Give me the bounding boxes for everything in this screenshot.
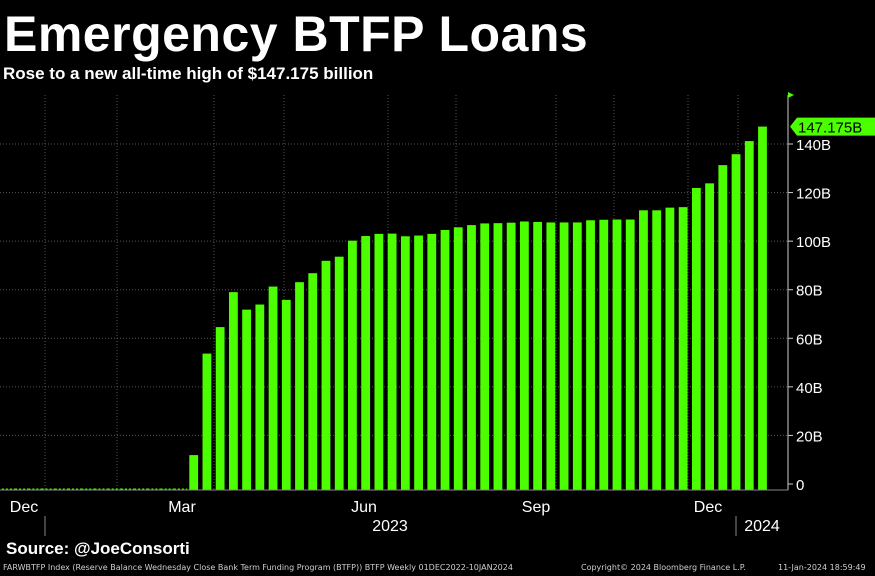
footer-index-description: FARWBTFP Index (Reserve Balance Wednesda… xyxy=(3,563,513,572)
bar xyxy=(427,233,437,490)
bar xyxy=(348,240,357,490)
bar xyxy=(361,236,371,490)
bar xyxy=(718,165,728,490)
bar xyxy=(744,141,754,491)
y-tick-label: 120B xyxy=(796,186,831,203)
bar xyxy=(321,260,331,490)
bar xyxy=(295,282,304,490)
bar xyxy=(691,187,701,490)
bar xyxy=(414,235,423,490)
x-year-label: 2024 xyxy=(744,518,780,535)
x-month-label: Mar xyxy=(168,499,196,516)
bar xyxy=(546,222,556,490)
source-label: Source: @JoeConsorti xyxy=(6,539,190,558)
bar xyxy=(652,210,662,491)
bar xyxy=(493,223,503,490)
x-month-label: Dec xyxy=(10,499,38,516)
y-tick-label: 40B xyxy=(796,380,823,397)
bar xyxy=(625,219,635,490)
bar xyxy=(533,221,543,490)
bar xyxy=(639,210,648,491)
bar xyxy=(268,286,278,490)
bar xyxy=(506,222,516,490)
y-tick-label: 80B xyxy=(796,283,823,300)
y-tick-label: 20B xyxy=(796,428,823,445)
bar xyxy=(308,273,318,490)
chart-title: Emergency BTFP Loans xyxy=(4,6,589,62)
bar xyxy=(705,183,714,491)
y-tick-label: 60B xyxy=(796,331,823,348)
bar xyxy=(758,126,767,490)
bar xyxy=(572,222,582,490)
bar xyxy=(255,304,265,490)
bar xyxy=(453,227,463,491)
footer-copyright: Copyright© 2024 Bloomberg Finance L.P. xyxy=(581,563,746,572)
bar xyxy=(400,236,410,490)
bar xyxy=(480,223,490,490)
bar xyxy=(242,309,252,490)
bar xyxy=(202,353,212,490)
bar xyxy=(467,225,476,490)
bar xyxy=(599,219,609,490)
y-tick-label: 140B xyxy=(796,137,831,154)
bar xyxy=(440,229,450,490)
bar xyxy=(334,256,344,490)
bar xyxy=(559,222,569,490)
bar xyxy=(678,207,688,490)
x-month-label: Dec xyxy=(694,499,722,516)
bar xyxy=(612,219,622,490)
chart-subtitle: Rose to a new all-time high of $147.175 … xyxy=(3,64,374,83)
last-value-tag xyxy=(790,117,875,136)
x-month-label: Jun xyxy=(351,499,377,516)
bar xyxy=(665,207,675,490)
bar xyxy=(228,292,238,490)
footer-timestamp: 11-Jan-2024 18:59:49 xyxy=(778,563,866,572)
y-tick-label: 0 xyxy=(796,477,804,494)
x-year-label: 2023 xyxy=(372,518,408,535)
bar xyxy=(374,233,384,490)
bar xyxy=(519,221,529,490)
x-month-label: Sep xyxy=(522,499,551,516)
bar xyxy=(189,455,199,490)
bar xyxy=(281,299,291,490)
axis-top-marker xyxy=(788,92,794,98)
last-value-label: 147.175B xyxy=(798,120,862,137)
bar xyxy=(586,220,595,490)
y-tick-label: 100B xyxy=(796,234,831,251)
bar xyxy=(215,327,225,490)
bar xyxy=(731,154,741,490)
bar xyxy=(387,233,397,490)
